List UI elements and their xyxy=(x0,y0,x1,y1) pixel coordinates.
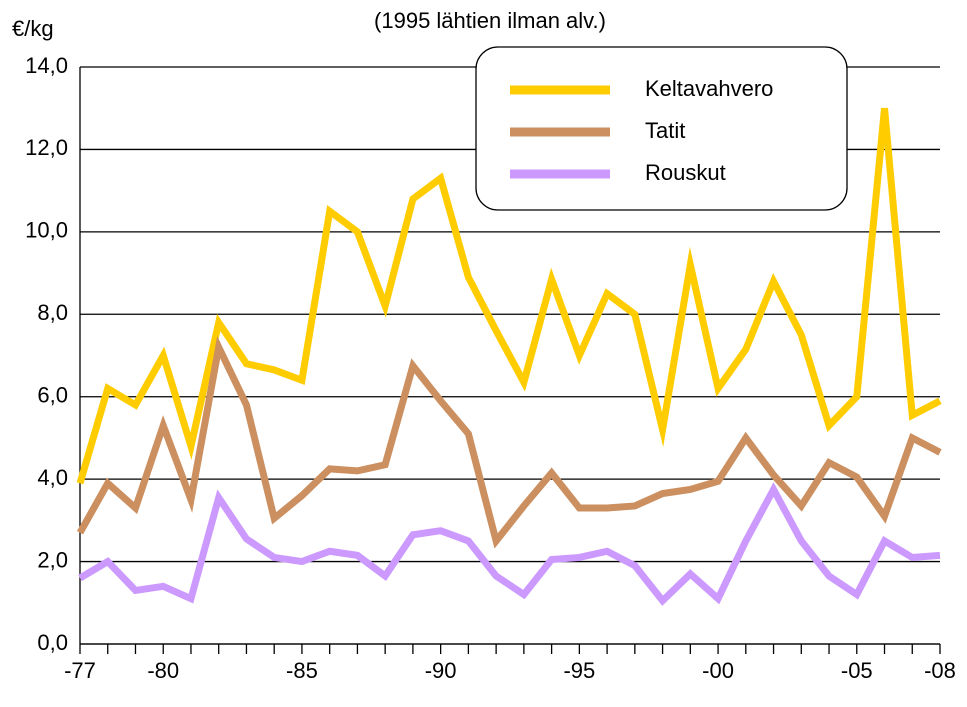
y-tick-label: 4,0 xyxy=(37,465,68,490)
y-tick-label: 14,0 xyxy=(25,53,68,78)
series-line xyxy=(76,107,942,485)
x-tick-label: -08 xyxy=(924,658,956,683)
x-tick-label: -85 xyxy=(286,658,318,683)
y-tick-label: 8,0 xyxy=(37,300,68,325)
legend-label: Tatit xyxy=(645,118,685,143)
y-tick-label: 10,0 xyxy=(25,218,68,243)
chart-title: (1995 lähtien ilman alv.) xyxy=(374,8,606,33)
legend-label: Keltavahvero xyxy=(645,76,773,101)
x-tick-label: -90 xyxy=(425,658,457,683)
series-line xyxy=(76,336,942,549)
y-tick-label: 2,0 xyxy=(37,547,68,572)
y-tick-label: 0,0 xyxy=(37,630,68,655)
y-axis-label: €/kg xyxy=(12,16,54,41)
x-tick-label: -77 xyxy=(64,658,96,683)
y-tick-label: 12,0 xyxy=(25,135,68,160)
x-tick-label: -05 xyxy=(841,658,873,683)
x-tick-label: -95 xyxy=(563,658,595,683)
series-line xyxy=(78,482,941,606)
legend-label: Rouskut xyxy=(645,160,726,185)
x-tick-label: -80 xyxy=(147,658,179,683)
x-tick-label: -00 xyxy=(702,658,734,683)
y-tick-label: 6,0 xyxy=(37,383,68,408)
